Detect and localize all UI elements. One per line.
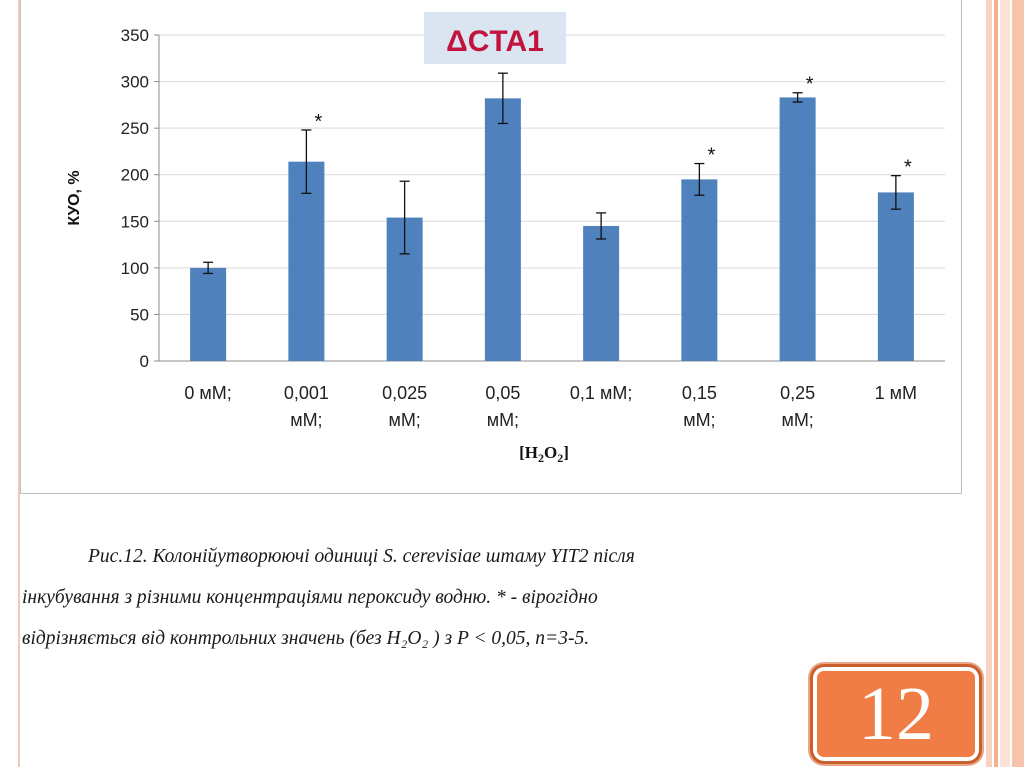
x-tick-label: 1 мМ xyxy=(875,383,917,403)
y-tick-label: 150 xyxy=(121,212,149,231)
bar xyxy=(877,192,914,361)
significance-marker: * xyxy=(314,111,322,133)
x-tick-label: мМ; xyxy=(487,410,519,430)
x-tick-label: 0,25 xyxy=(780,383,815,403)
x-tick-label: мМ; xyxy=(683,410,715,430)
y-tick-label: 250 xyxy=(121,119,149,138)
caption-line-2: інкубування з різними концентраціями пер… xyxy=(22,587,598,608)
bar xyxy=(190,267,227,361)
decorative-stripe xyxy=(1012,0,1024,767)
bar xyxy=(583,225,620,361)
page-number-badge: 12 xyxy=(810,664,982,764)
chart-container: 0 50 100 150 200 250 300 350 КУО, % 0 мМ; * 0,001 мМ… xyxy=(20,0,962,494)
x-tick-label: 0,025 xyxy=(382,383,427,403)
bar xyxy=(681,179,718,361)
caption-line-1: Рис.12. Колонійутворюючі одиниці S. cere… xyxy=(88,546,635,567)
chart-title-background xyxy=(424,12,566,64)
x-tick-label: 0,001 xyxy=(284,383,329,403)
y-tick-label: 200 xyxy=(121,166,149,185)
x-tick-label: 0,05 xyxy=(485,383,520,403)
caption-line-3: відрізняється від контрольних значень (б… xyxy=(22,628,590,649)
significance-marker: * xyxy=(707,145,715,167)
significance-marker: * xyxy=(904,157,912,179)
bar xyxy=(779,97,816,362)
bar xyxy=(484,98,521,361)
decorative-stripe xyxy=(1000,0,1010,767)
decorative-stripe xyxy=(986,0,992,767)
chart-title: ΔCTA1 xyxy=(446,25,544,58)
x-tick-label: мМ; xyxy=(290,410,322,430)
decorative-stripe xyxy=(994,0,998,767)
x-tick-label: 0 мМ; xyxy=(184,383,231,403)
y-tick-label: 350 xyxy=(121,26,149,45)
y-axis-label: КУО, % xyxy=(66,170,83,225)
y-tick-label: 0 xyxy=(140,352,149,371)
figure-caption: Рис.12. Колонійутворюючі одиниці S. cere… xyxy=(22,536,974,659)
y-tick-label: 50 xyxy=(130,305,149,324)
x-axis-label: [H2O2] xyxy=(519,443,569,465)
x-tick-label: мМ; xyxy=(781,410,813,430)
bar xyxy=(288,161,325,361)
significance-marker: * xyxy=(806,74,814,96)
x-tick-label: 0,15 xyxy=(682,383,717,403)
left-rule xyxy=(18,0,20,767)
x-tick-label: 0,1 мМ; xyxy=(570,383,632,403)
significance-marker: * xyxy=(511,54,519,76)
y-tick-label: 300 xyxy=(121,73,149,92)
bar-chart: 0 50 100 150 200 250 300 350 КУО, % 0 мМ; * 0,001 мМ… xyxy=(66,12,945,465)
x-tick-label: мМ; xyxy=(388,410,420,430)
y-tick-label: 100 xyxy=(121,259,149,278)
